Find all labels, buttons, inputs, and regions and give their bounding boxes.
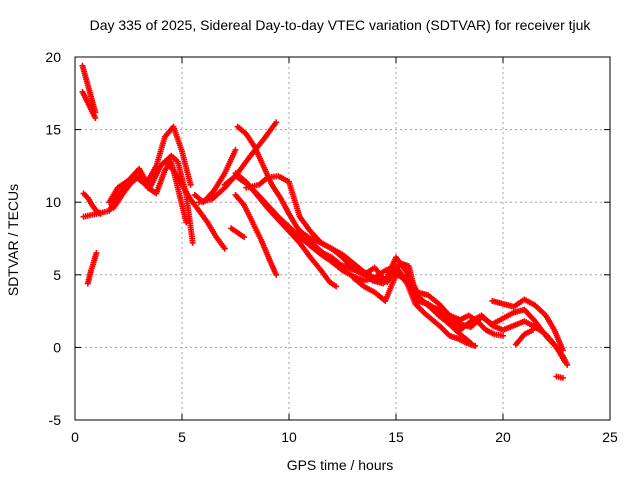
data-point [189, 239, 196, 246]
grid-lines [75, 57, 610, 420]
data-point [232, 146, 239, 153]
data-point [273, 271, 280, 278]
y-tick-label: 15 [45, 122, 61, 138]
y-tick-label: 20 [45, 49, 61, 65]
axis-ticks: 0 5 10 15 20 25 -5 0 5 10 15 20 [45, 49, 618, 445]
x-tick-label: 5 [178, 429, 186, 445]
data-point [183, 219, 190, 226]
data-point [241, 234, 248, 241]
data-point [187, 181, 194, 188]
x-tick-label: 25 [602, 429, 618, 445]
y-tick-label: 0 [53, 339, 61, 355]
data-points [79, 62, 571, 381]
data-point [500, 332, 506, 339]
data-point [273, 119, 280, 126]
data-point [529, 326, 536, 333]
data-point [564, 361, 571, 368]
data-point [221, 245, 228, 252]
x-tick-label: 10 [281, 429, 297, 445]
data-point [333, 283, 340, 290]
chart-title: Day 335 of 2025, Sidereal Day-to-day VTE… [90, 17, 592, 33]
x-tick-label: 20 [495, 429, 511, 445]
y-axis-label: SDTVAR / TECUs [5, 184, 21, 296]
x-tick-label: 15 [388, 429, 404, 445]
x-axis-label: GPS time / hours [287, 457, 394, 473]
data-point [92, 114, 99, 121]
data-point [93, 250, 100, 257]
y-tick-label: 5 [53, 267, 61, 283]
y-tick-label: -5 [49, 412, 62, 428]
data-point [472, 342, 479, 349]
data-point [559, 374, 566, 381]
plot-frame [74, 56, 611, 421]
y-tick-label: 10 [45, 194, 61, 210]
x-tick-label: 0 [71, 429, 79, 445]
data-point [559, 347, 566, 354]
